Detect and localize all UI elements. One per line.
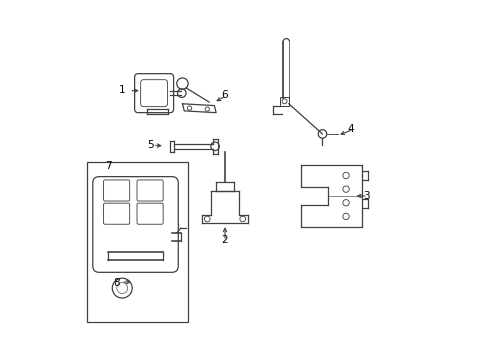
Text: 8: 8 <box>113 278 119 288</box>
Bar <box>86 162 187 322</box>
Text: 1: 1 <box>119 85 125 95</box>
Text: 5: 5 <box>147 140 154 149</box>
Text: 3: 3 <box>363 191 369 201</box>
Text: 7: 7 <box>104 161 111 171</box>
Text: 2: 2 <box>221 235 228 245</box>
Bar <box>279 97 288 105</box>
Text: 4: 4 <box>347 123 353 134</box>
Text: 6: 6 <box>221 90 228 100</box>
